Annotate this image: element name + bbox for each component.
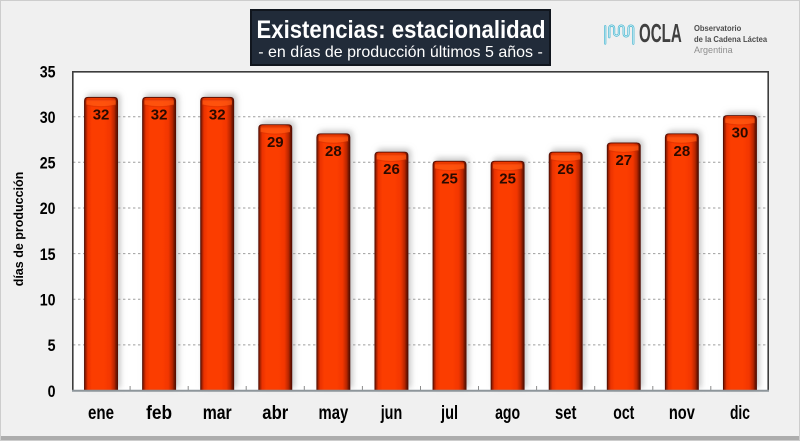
svg-text:25: 25 <box>40 154 56 173</box>
svg-text:0: 0 <box>48 382 56 401</box>
svg-text:15: 15 <box>40 245 56 264</box>
svg-text:may: may <box>319 403 349 424</box>
svg-text:30: 30 <box>40 108 56 127</box>
svg-text:nov: nov <box>669 403 695 424</box>
svg-text:35: 35 <box>40 62 56 81</box>
svg-text:dic: dic <box>730 403 750 424</box>
svg-text:28: 28 <box>674 143 691 160</box>
svg-text:27: 27 <box>615 152 632 169</box>
svg-text:29: 29 <box>267 134 284 151</box>
svg-text:30: 30 <box>732 125 749 142</box>
svg-text:26: 26 <box>383 161 400 178</box>
svg-text:25: 25 <box>499 170 516 187</box>
svg-text:25: 25 <box>441 170 458 187</box>
svg-text:28: 28 <box>325 143 342 160</box>
svg-text:ene: ene <box>88 403 114 424</box>
svg-text:oct: oct <box>613 403 634 424</box>
svg-text:feb: feb <box>146 403 172 424</box>
svg-text:20: 20 <box>40 199 56 218</box>
svg-text:jul: jul <box>440 403 458 424</box>
svg-text:32: 32 <box>93 106 110 123</box>
svg-text:32: 32 <box>209 106 226 123</box>
svg-text:5: 5 <box>48 336 56 355</box>
svg-text:32: 32 <box>151 106 168 123</box>
svg-text:26: 26 <box>557 161 574 178</box>
svg-text:abr: abr <box>262 403 289 424</box>
svg-text:jun: jun <box>380 403 402 424</box>
svg-text:set: set <box>555 403 577 424</box>
svg-text:días de producción: días de producción <box>12 172 26 287</box>
svg-text:ago: ago <box>495 403 520 424</box>
svg-text:10: 10 <box>40 291 56 310</box>
svg-text:mar: mar <box>203 403 233 424</box>
